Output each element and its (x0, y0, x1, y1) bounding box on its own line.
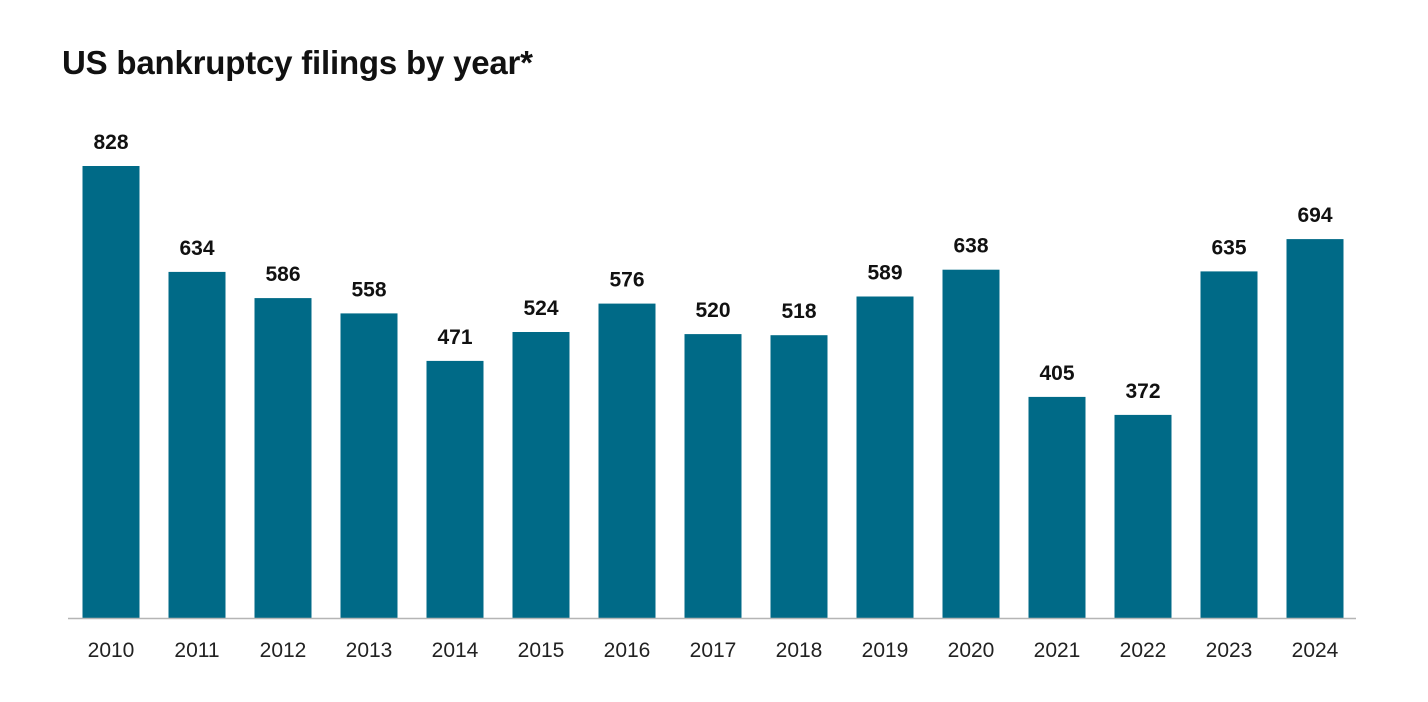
x-tick-label-2021: 2021 (1034, 639, 1081, 662)
value-labels-group: 828 634 586 558 471 524 576 520 518 589 638 405 372 6… (93, 131, 1332, 403)
value-label-2021: 405 (1039, 362, 1074, 385)
x-tick-label-2016: 2016 (604, 639, 651, 662)
bar-2016 (598, 303, 656, 618)
x-tick-label-2010: 2010 (88, 639, 135, 662)
x-tick-label-2024: 2024 (1292, 639, 1339, 662)
value-label-2013: 558 (351, 278, 386, 301)
bar-2013 (340, 313, 398, 618)
bar-2010 (82, 166, 140, 618)
value-label-2024: 694 (1297, 204, 1332, 227)
bar-2015 (512, 332, 570, 618)
x-tick-label-2019: 2019 (862, 639, 909, 662)
bar-2021 (1028, 396, 1086, 618)
value-label-2010: 828 (93, 131, 128, 154)
x-tick-label-2022: 2022 (1120, 639, 1167, 662)
value-label-2022: 372 (1125, 380, 1160, 403)
bar-2012 (254, 298, 312, 618)
value-label-2011: 634 (179, 237, 214, 260)
bar-2023 (1200, 271, 1258, 618)
value-label-2023: 635 (1211, 236, 1246, 259)
value-label-2012: 586 (265, 263, 300, 286)
x-tick-label-2011: 2011 (174, 639, 219, 662)
value-label-2017: 520 (695, 299, 730, 322)
x-tick-label-2017: 2017 (690, 639, 737, 662)
value-label-2018: 518 (781, 300, 816, 323)
bar-2014 (426, 360, 484, 618)
x-tick-label-2012: 2012 (260, 639, 307, 662)
value-label-2014: 471 (437, 326, 472, 349)
x-tick-label-2020: 2020 (948, 639, 995, 662)
bar-2018 (770, 335, 828, 618)
x-tick-label-2014: 2014 (432, 639, 479, 662)
value-label-2015: 524 (523, 297, 558, 320)
value-label-2020: 638 (953, 235, 988, 258)
bar-2024 (1286, 239, 1344, 618)
bar-2017 (684, 334, 742, 618)
x-tick-labels-group: 2010 2011 2012 2013 2014 2015 2016 2017 2018 2019… (88, 639, 1339, 662)
bar-2020 (942, 269, 1000, 618)
value-label-2016: 576 (609, 269, 644, 292)
bars-group (82, 166, 1344, 618)
x-tick-label-2018: 2018 (776, 639, 823, 662)
bar-2011 (168, 271, 226, 618)
x-tick-label-2013: 2013 (346, 639, 393, 662)
x-tick-label-2023: 2023 (1206, 639, 1253, 662)
chart-title: US bankruptcy filings by year* (62, 44, 533, 81)
bar-2019 (856, 296, 914, 618)
value-label-2019: 589 (867, 262, 902, 285)
x-tick-label-2015: 2015 (518, 639, 565, 662)
bar-2022 (1114, 414, 1172, 618)
